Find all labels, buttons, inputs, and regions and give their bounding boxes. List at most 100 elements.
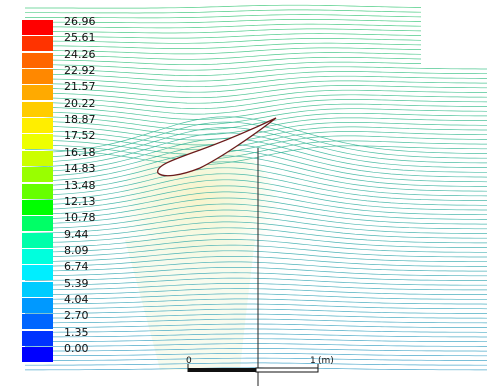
airfoil[interactable]: [157, 117, 277, 177]
streamline: [24, 94, 488, 110]
streamline: [24, 215, 487, 234]
streamline: [24, 89, 488, 104]
streamline: [25, 333, 487, 338]
streamline: [25, 362, 487, 366]
streamline: [24, 61, 422, 71]
legend-tick-label: 14.83: [64, 162, 96, 176]
streamline: [25, 99, 488, 115]
legend-swatch: [22, 330, 53, 346]
streamline: [25, 38, 422, 44]
streamline: [24, 80, 487, 93]
legend-swatch: [22, 20, 53, 35]
legend-swatch: [22, 52, 53, 68]
streamline: [24, 149, 488, 183]
legend-swatch: [22, 199, 53, 215]
legend-tick-label: 17.52: [64, 129, 96, 143]
streamline: [24, 323, 488, 328]
streamline: [25, 303, 488, 310]
streamline: [25, 19, 422, 24]
streamline: [24, 185, 487, 211]
legend-tick-label: 26.96: [64, 15, 96, 28]
legend-tick-label: 20.22: [64, 96, 96, 110]
legend-tick-label: 6.74: [64, 260, 89, 274]
legend-swatch: [22, 150, 53, 166]
streamline: [25, 71, 487, 82]
streamline: [24, 56, 422, 66]
streamline: [24, 239, 487, 253]
streamline: [25, 298, 488, 305]
streamline: [24, 318, 488, 324]
streamline: [24, 328, 487, 333]
legend-swatch: [22, 167, 53, 183]
streamline: [24, 203, 487, 225]
legend-swatch: [22, 69, 53, 85]
streamline: [25, 277, 487, 286]
streamline: [25, 9, 422, 14]
legend-swatch: [22, 248, 53, 264]
streamline: [24, 209, 487, 230]
streamline: [24, 66, 487, 77]
streamline: [24, 121, 487, 159]
legend-swatch: [22, 297, 53, 313]
streamline: [24, 85, 487, 99]
legend-swatch: [22, 118, 53, 134]
legend-swatch: [22, 314, 53, 330]
legend-tick-label: 9.44: [64, 227, 89, 241]
streamline: [24, 173, 488, 201]
streamline: [24, 116, 487, 154]
streamline: [25, 288, 487, 295]
streamline: [25, 308, 488, 314]
streamline: [25, 75, 487, 88]
scale-unit-label: (m): [318, 356, 334, 366]
legend-swatch: [22, 281, 53, 297]
streamline: [24, 191, 487, 216]
streamline: [24, 140, 487, 160]
streamline: [25, 221, 487, 239]
legend-tick-label: 13.48: [64, 178, 96, 192]
streamline: [24, 131, 487, 151]
streamline: [24, 227, 487, 244]
streamline: [25, 52, 422, 60]
streamline: [24, 145, 487, 166]
streamline: [25, 348, 487, 352]
scale-start-label: 0: [186, 356, 192, 366]
legend-swatch: [22, 183, 53, 199]
streamline: [24, 143, 488, 178]
legend-swatch: [22, 134, 53, 150]
legend-tick-label: 25.61: [64, 31, 96, 45]
legend-tick-label: 16.18: [64, 145, 96, 159]
streamline: [25, 352, 487, 357]
streamline: [25, 256, 487, 267]
streamline: [24, 138, 487, 173]
color-legend: 26.96 25.61 24.26 22.92 21.57 20.22 18.87 17.52…: [22, 16, 142, 370]
streamline: [25, 313, 488, 319]
legend-swatch: [22, 265, 53, 281]
streamline: [24, 179, 487, 206]
legend-tick-label: 0.00: [64, 342, 89, 355]
scale-end-label: 1: [310, 356, 316, 366]
streamline: [24, 266, 487, 277]
streamline: [25, 14, 422, 19]
streamline: [24, 155, 488, 187]
streamline: [24, 161, 488, 192]
legend-tick-label: 24.26: [64, 47, 96, 61]
streamline: [24, 233, 487, 248]
streamline: [25, 42, 422, 49]
streamline: [24, 112, 487, 131]
streamline: [24, 167, 488, 197]
legend-tick-label: 22.92: [64, 64, 96, 78]
legend-tick-label: 4.04: [64, 292, 89, 306]
streamline: [24, 197, 487, 220]
legend-swatch: [22, 216, 53, 232]
legend-tick-label: 10.78: [64, 211, 96, 225]
streamline: [24, 261, 487, 272]
legend-swatch: [22, 101, 53, 117]
legend-tick-label: 5.39: [64, 276, 89, 290]
streamline: [25, 338, 487, 343]
streamline: [25, 357, 487, 361]
streamline: [25, 250, 487, 263]
streamline: [25, 47, 422, 55]
legend-tick-label: 21.57: [64, 80, 96, 94]
legend-swatch: [22, 347, 53, 362]
